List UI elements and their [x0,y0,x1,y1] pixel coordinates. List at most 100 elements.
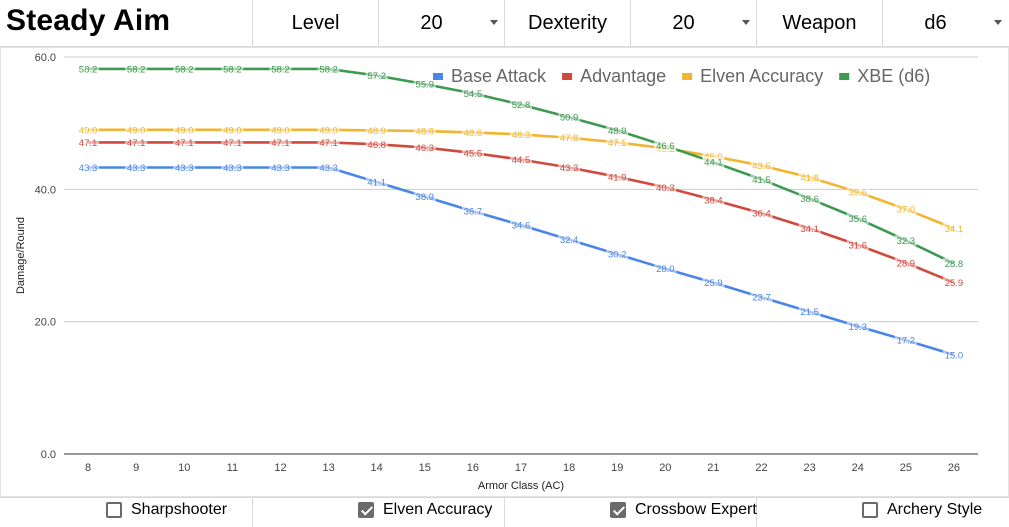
data-label-bg [221,161,244,173]
data-label-bg [510,154,532,166]
page-title: Steady Aim [6,4,171,37]
data-label: 31.6 [848,240,867,251]
archery-style-checkbox[interactable] [862,502,878,518]
data-label-bg [750,160,773,172]
data-label-bg [750,207,773,219]
data-label: 45.5 [464,148,483,159]
data-label-bg [77,124,100,136]
data-label: 39.6 [848,187,867,198]
weapon-value: d6 [924,12,947,34]
data-label: 47.1 [319,138,338,149]
data-label: 15.0 [945,350,964,361]
data-label-bg [894,203,917,215]
x-tick-label: 25 [900,462,912,474]
level-dropdown[interactable]: 20 [379,0,504,46]
data-label-bg [606,171,629,183]
data-label: 46.6 [656,141,675,152]
legend-item: Base Attack [433,66,547,86]
x-tick-label: 21 [707,462,719,474]
data-label-bg [413,191,436,203]
data-label: 28.9 [897,258,916,269]
data-label: 47.8 [560,133,579,144]
data-label-bg [365,124,388,136]
x-tick-label: 16 [467,462,479,474]
data-label-bg [894,257,917,269]
data-label: 43.3 [271,163,290,174]
data-label: 43.3 [127,163,146,174]
data-label-bg [413,142,436,154]
data-label: 32.3 [897,236,916,247]
data-label-bg [654,140,677,152]
series-line-base-attack [88,166,955,357]
data-label-bg [365,138,388,150]
data-label-bg [558,111,581,123]
data-label-bg [125,136,148,148]
data-label-bg [894,234,917,246]
y-tick-label: 0.0 [41,449,56,461]
data-label: 37.0 [897,205,916,216]
chart-frame [0,47,1009,497]
data-label-bg [942,277,965,289]
weapon-dropdown[interactable]: d6 [883,0,1009,46]
header-col-divider [882,0,883,46]
x-tick-label: 15 [419,462,431,474]
data-label-bg [173,63,196,75]
data-label: 48.8 [416,127,435,138]
legend-label: Advantage [580,66,666,86]
data-label-bg [461,126,484,138]
data-label-bg [702,150,725,162]
data-label-bg [942,222,965,234]
legend-swatch [682,73,693,80]
level-label: Level [291,12,340,34]
dexterity-value: 20 [672,12,695,34]
data-label: 54.5 [464,89,483,100]
data-label-bg [846,239,869,251]
data-label-bg [558,234,581,246]
data-label-bg [77,161,100,173]
data-label-bg [77,136,100,148]
chevron-down-icon [490,20,498,25]
data-label-bg [461,205,484,217]
header-col-divider [630,0,631,46]
data-label: 32.4 [560,235,579,246]
data-label-bg [173,161,196,173]
data-label-bg [942,257,965,269]
data-label: 48.9 [367,126,386,137]
data-label: 48.9 [608,126,627,137]
data-label-bg [942,349,965,361]
data-label-bg [846,186,869,198]
data-label-bg [510,128,532,140]
data-label: 38.6 [800,194,819,205]
header-row-divider [0,46,1009,47]
data-label-bg [125,63,148,75]
data-label: 30.2 [608,250,627,261]
data-label: 43.3 [223,163,242,174]
chevron-down-icon [742,20,750,25]
legend-swatch [562,73,573,80]
data-label: 40.3 [656,183,675,194]
data-label-bg [798,193,821,205]
data-label: 35.6 [848,214,867,225]
data-label: 58.2 [127,64,146,75]
data-label-bg [510,219,532,231]
data-label: 41.9 [608,172,627,183]
data-label-bg [413,125,436,137]
data-label: 17.2 [897,336,916,347]
data-label: 52.8 [512,100,531,111]
data-label: 28.8 [945,259,964,270]
crossbow-expert-checkbox[interactable] [610,502,626,518]
elven-accuracy-checkbox[interactable] [358,502,374,518]
data-label-bg [173,136,196,148]
data-label-bg [365,176,388,188]
data-label: 41.8 [800,173,819,184]
legend-label: Base Attack [451,66,547,86]
data-label-bg [125,161,148,173]
sharpshooter-checkbox[interactable] [106,502,122,518]
x-tick-label: 17 [515,462,527,474]
footer-col-divider [756,497,757,527]
dexterity-dropdown[interactable]: 20 [631,0,756,46]
data-label-bg [461,147,484,159]
damage-chart: 0.0 20.0 40.0 60.0 8 9 10 11 12 13 14 15 16 17 18 19 20 2… [0,47,1009,497]
y-axis-title: Damage/Round [15,217,27,294]
header-col-divider [756,0,757,46]
